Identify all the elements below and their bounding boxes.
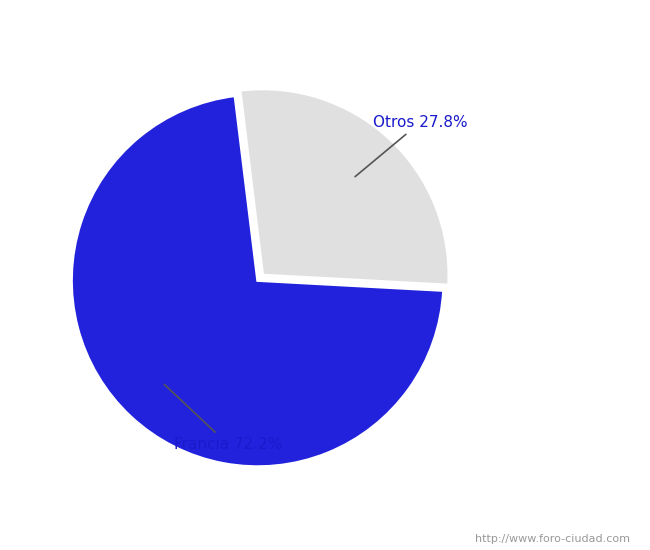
Text: Sádaba - Turistas extranjeros según país - Abril de 2024: Sádaba - Turistas extranjeros según país… <box>93 10 557 29</box>
Text: Otros 27.8%: Otros 27.8% <box>355 115 467 177</box>
Text: http://www.foro-ciudad.com: http://www.foro-ciudad.com <box>476 535 630 544</box>
Wedge shape <box>72 96 443 466</box>
Text: Francia 72.2%: Francia 72.2% <box>164 384 282 452</box>
Wedge shape <box>240 89 449 285</box>
